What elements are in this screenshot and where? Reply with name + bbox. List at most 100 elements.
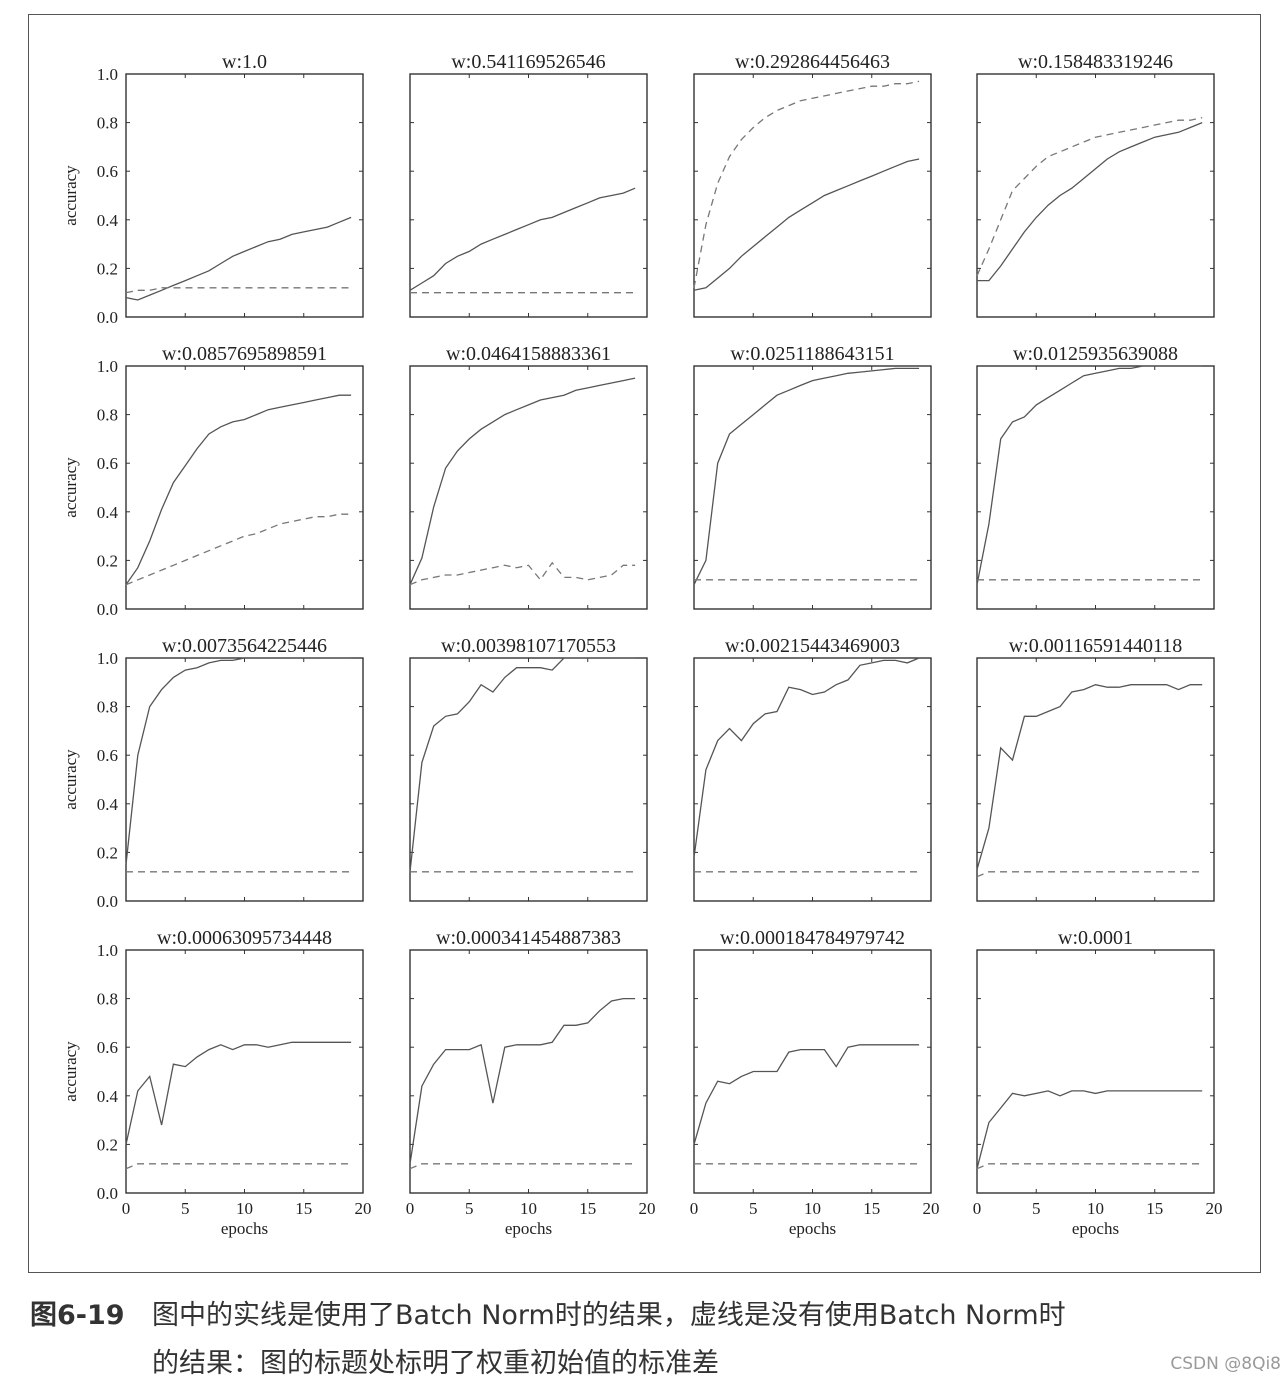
- x-tick-label: 10: [1087, 1199, 1104, 1218]
- x-tick-label: 10: [520, 1199, 537, 1218]
- y-tick-label: 0.4: [97, 1087, 119, 1106]
- axes-frame: [693, 365, 932, 610]
- y-tick-label: 0.8: [97, 114, 118, 133]
- x-tick-label: 5: [181, 1199, 190, 1218]
- x-tick-label: 10: [236, 1199, 253, 1218]
- figure-frame: [28, 14, 1261, 1273]
- subplot-11: w:0.00215443469003: [693, 635, 932, 902]
- y-tick-label: 0.4: [97, 211, 119, 230]
- axes-frame: [976, 949, 1215, 1194]
- subplot-4: w:0.158483319246: [976, 51, 1215, 318]
- subplot-title: w:0.541169526546: [451, 51, 605, 73]
- x-tick-label: 5: [749, 1199, 758, 1218]
- axes-frame: [693, 949, 932, 1194]
- series-line-without-batchnorm: [976, 871, 1203, 878]
- series-line-without-batchnorm: [125, 513, 352, 586]
- y-tick-label: 0.4: [97, 503, 119, 522]
- y-tick-label: 0.2: [97, 1135, 118, 1154]
- subplot-9: w:0.0073564225446 0.0 0.2 0.4 0.6 0.8 1.0 accur…: [61, 635, 364, 911]
- series-line-without-batchnorm: [976, 1163, 1203, 1170]
- x-tick-label: 20: [1206, 1199, 1223, 1218]
- series-line-without-batchnorm: [409, 561, 636, 586]
- y-tick-label: 1.0: [97, 941, 118, 960]
- x-tick-label: 0: [973, 1199, 982, 1218]
- x-tick-label: 15: [1146, 1199, 1163, 1218]
- subplot-title: w:0.0001: [1058, 927, 1133, 949]
- series-line-with-batchnorm: [693, 367, 920, 585]
- x-tick-label: 0: [122, 1199, 131, 1218]
- subplot-10: w:0.00398107170553: [409, 635, 648, 902]
- x-tick-label: 20: [923, 1199, 940, 1218]
- subplot-13: w:0.00063095734448 0.0 0.2 0.4 0.6 0.8 1.0 0 5 10…: [61, 927, 372, 1238]
- subplot-15: w:0.000184784979742 0 5 10 15 20 epochs: [690, 927, 940, 1238]
- series-line-without-batchnorm: [409, 1163, 636, 1170]
- y-axis-label: accuracy: [61, 749, 80, 810]
- subplot-title: w:1.0: [222, 51, 267, 73]
- x-tick-label: 10: [804, 1199, 821, 1218]
- subplot-title: w:0.00398107170553: [441, 635, 616, 657]
- axes-frame: [409, 657, 648, 902]
- watermark: CSDN @8Qi8: [1170, 1354, 1281, 1374]
- y-axis-label: accuracy: [61, 457, 80, 518]
- x-tick-label: 5: [465, 1199, 474, 1218]
- subplot-3: w:0.292864456463: [693, 51, 932, 318]
- series-line-without-batchnorm: [125, 1163, 352, 1170]
- subplot-grid: w:1.0 0.0 0.2 0.4 0.6 0.8 1.0 accuracy w:0.54116…: [61, 51, 1223, 1238]
- subplot-title: w:0.00215443469003: [725, 635, 900, 657]
- x-tick-label: 15: [863, 1199, 880, 1218]
- subplot-1: w:1.0 0.0 0.2 0.4 0.6 0.8 1.0 accuracy: [61, 51, 364, 327]
- x-tick-label: 15: [579, 1199, 596, 1218]
- caption-line-1: 图6-19 图中的实线是使用了Batch Norm时的结果，虚线是没有使用Batc…: [30, 1292, 1270, 1340]
- x-axis-label: epochs: [221, 1219, 268, 1238]
- series-line-with-batchnorm: [976, 684, 1203, 870]
- y-tick-label: 0.0: [97, 892, 118, 911]
- axes-frame: [125, 657, 364, 902]
- subplot-title: w:0.0464158883361: [446, 343, 611, 365]
- x-axis-label: epochs: [505, 1219, 552, 1238]
- axes-frame: [693, 73, 932, 318]
- series-line-without-batchnorm: [976, 117, 1203, 276]
- y-tick-label: 0.8: [97, 990, 118, 1009]
- subplot-14: w:0.000341454887383 0 5 10 15 20 epochs: [406, 927, 656, 1238]
- subplot-title: w:0.0073564225446: [162, 635, 327, 657]
- series-line-with-batchnorm: [125, 657, 352, 865]
- subplot-title: w:0.00063095734448: [157, 927, 332, 949]
- y-tick-label: 1.0: [97, 357, 118, 376]
- subplot-title: w:0.292864456463: [735, 51, 890, 73]
- x-axis-label: epochs: [789, 1219, 836, 1238]
- y-tick-label: 0.6: [97, 454, 118, 473]
- axes-frame: [976, 657, 1215, 902]
- y-tick-label: 0.2: [97, 551, 118, 570]
- figure-caption: 图6-19 图中的实线是使用了Batch Norm时的结果，虚线是没有使用Batc…: [30, 1292, 1270, 1388]
- axes-frame: [976, 365, 1215, 610]
- axes-frame: [409, 949, 648, 1194]
- series-line-with-batchnorm: [409, 377, 636, 585]
- series-line-with-batchnorm: [125, 394, 352, 586]
- caption-label: 图6-19: [30, 1300, 125, 1331]
- subplot-5: w:0.0857695898591 0.0 0.2 0.4 0.6 0.8 1.0 accur…: [61, 343, 364, 619]
- y-tick-label: 0.2: [97, 843, 118, 862]
- subplot-12: w:0.00116591440118: [976, 635, 1215, 902]
- x-tick-label: 0: [690, 1199, 699, 1218]
- y-tick-label: 0.0: [97, 1184, 118, 1203]
- y-tick-label: 0.8: [97, 406, 118, 425]
- x-tick-label: 15: [295, 1199, 312, 1218]
- subplot-title: w:0.0857695898591: [162, 343, 327, 365]
- axes-frame: [125, 73, 364, 318]
- caption-text-2: 的结果：图的标题处标明了权重初始值的标准差: [152, 1348, 719, 1379]
- series-line-without-batchnorm: [125, 287, 352, 294]
- series-line-with-batchnorm: [409, 997, 636, 1164]
- series-line-with-batchnorm: [409, 657, 636, 872]
- subplot-title: w:0.000341454887383: [436, 927, 621, 949]
- y-tick-label: 0.6: [97, 162, 118, 181]
- y-tick-label: 0.8: [97, 698, 118, 717]
- y-tick-label: 0.0: [97, 600, 118, 619]
- subplot-title: w:0.000184784979742: [720, 927, 905, 949]
- axes-frame: [409, 365, 648, 610]
- series-line-with-batchnorm: [976, 1090, 1203, 1169]
- y-tick-label: 0.6: [97, 746, 118, 765]
- y-axis-label: accuracy: [61, 1041, 80, 1102]
- series-line-without-batchnorm: [693, 80, 920, 288]
- axes-frame: [125, 949, 364, 1194]
- x-tick-label: 20: [355, 1199, 372, 1218]
